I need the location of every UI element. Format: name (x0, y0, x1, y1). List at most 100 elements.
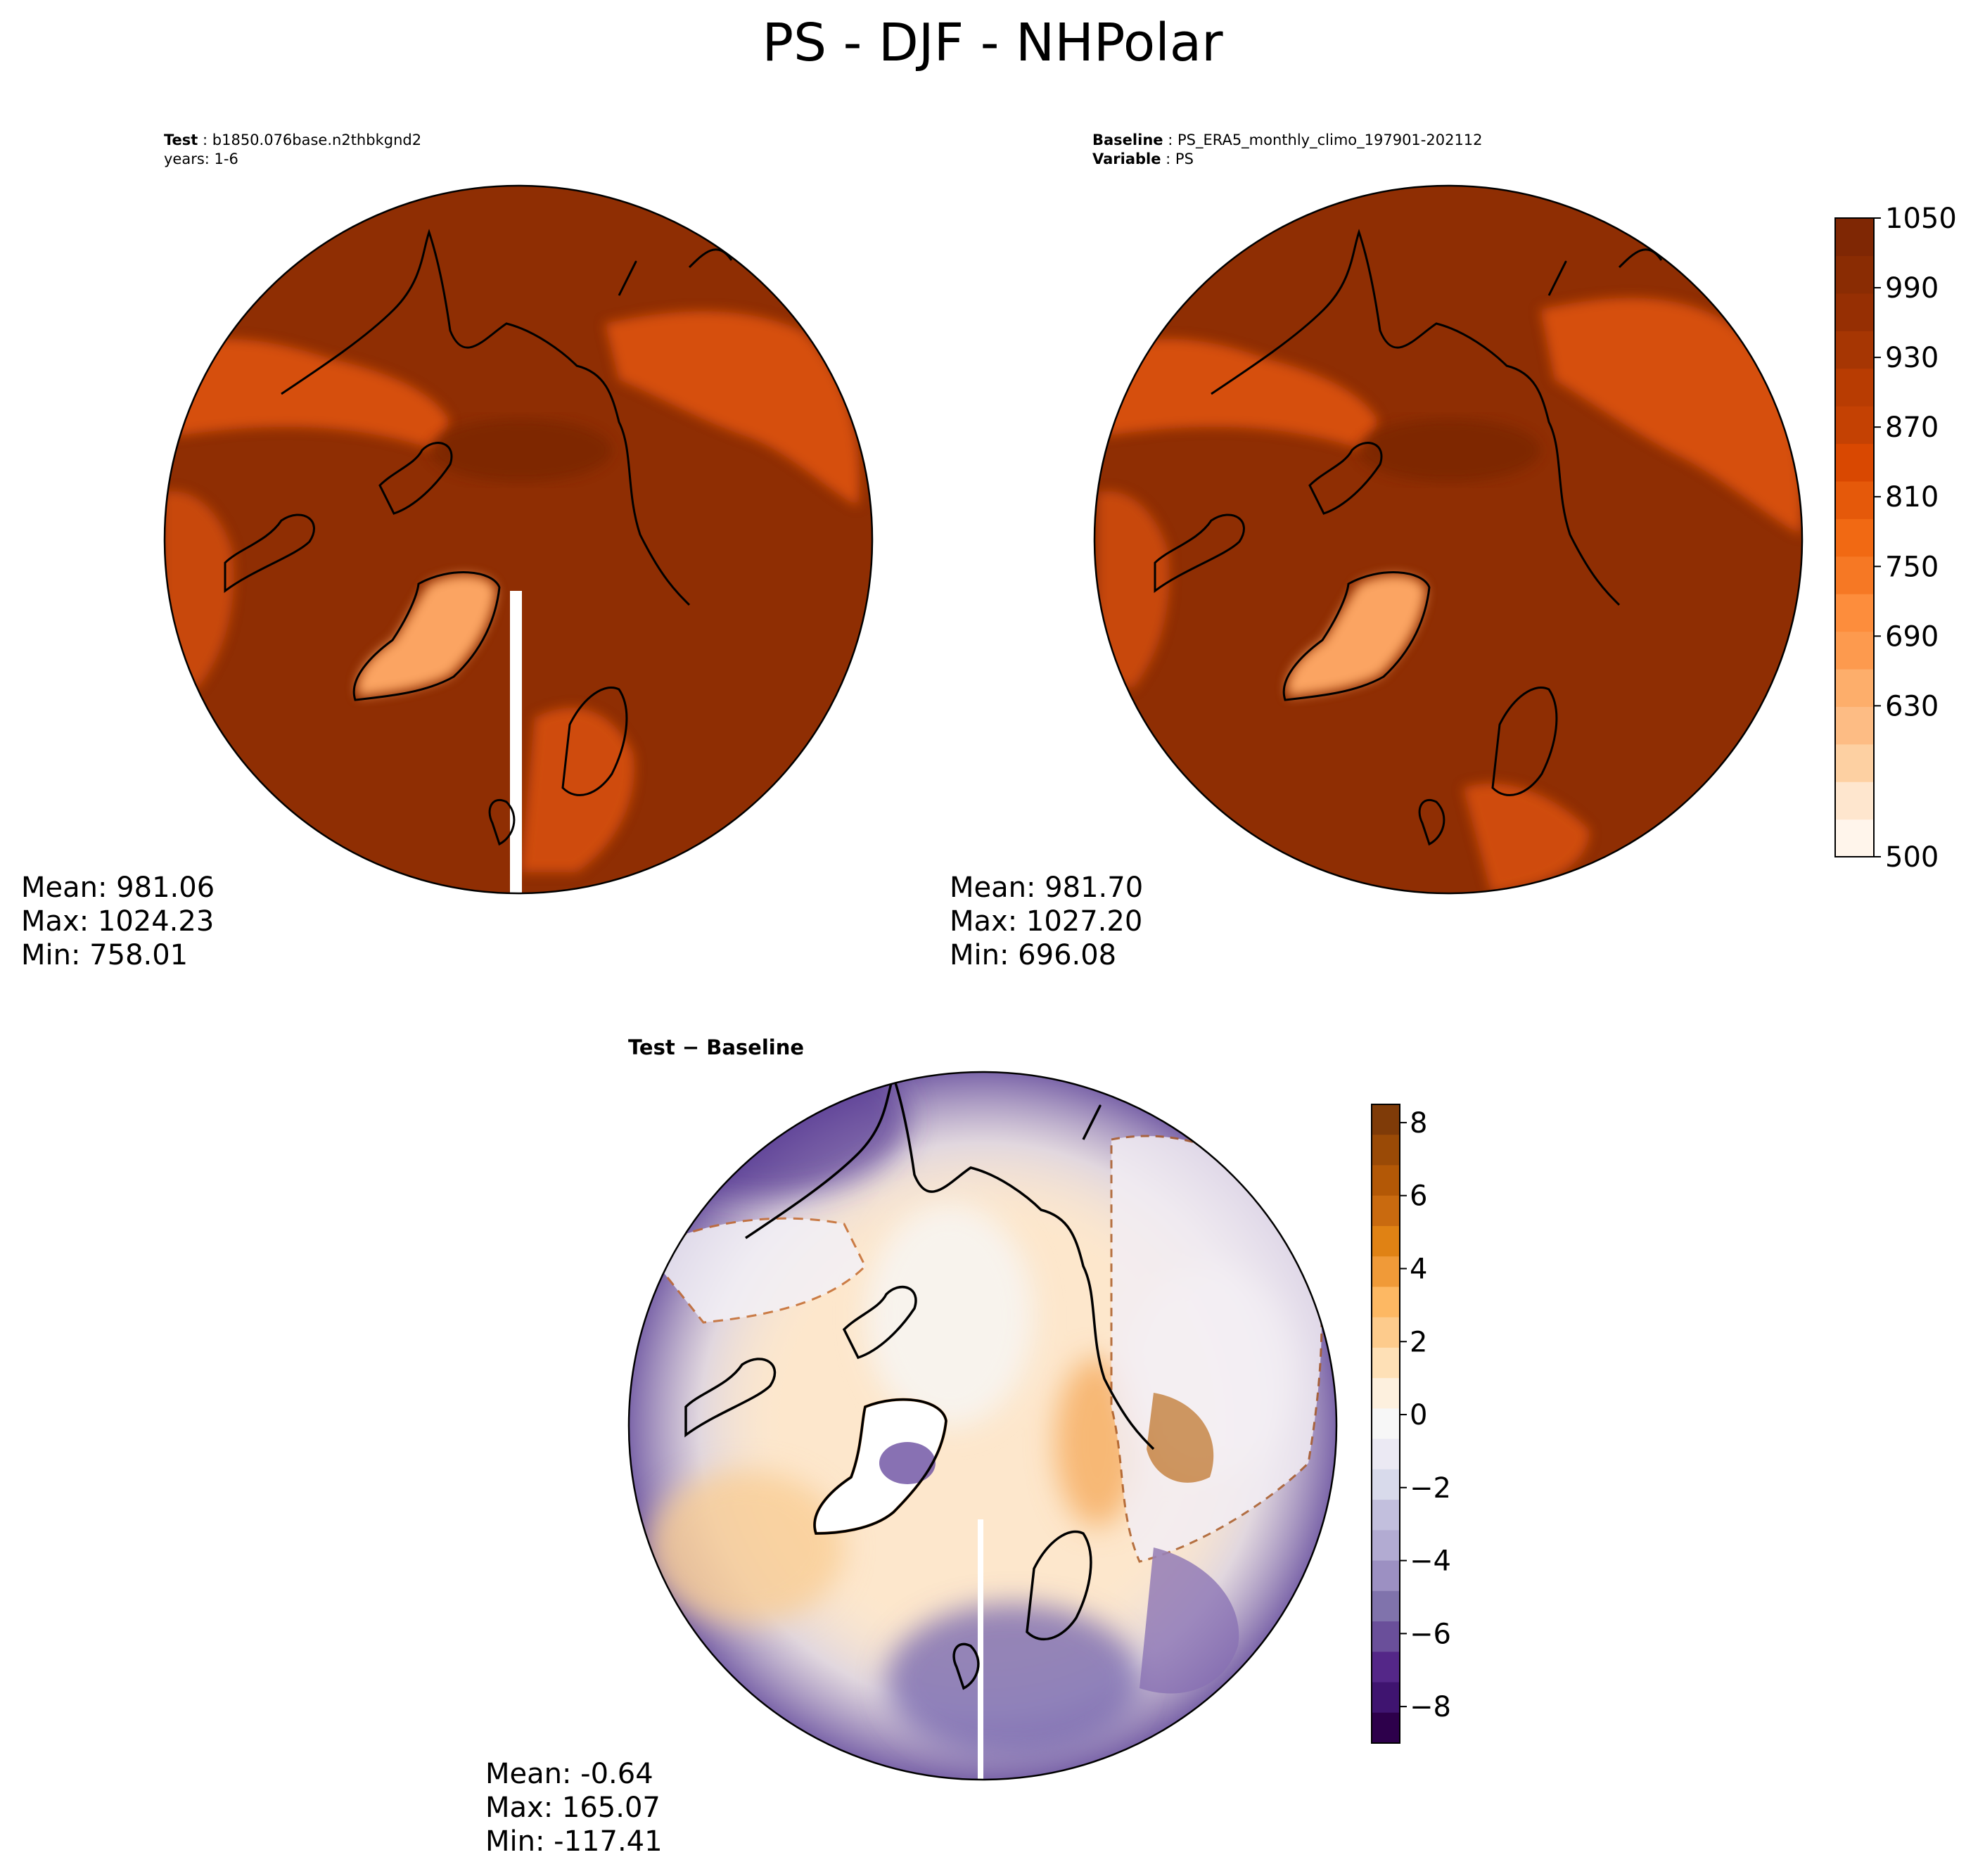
ps-colorbar-segment (1835, 368, 1874, 407)
test-stats: Mean: 981.06 Max: 1024.23 Min: 758.01 (21, 871, 215, 972)
diff-colorbar-tick-label: −6 (1410, 1618, 1451, 1650)
baseline-map-background (1094, 186, 1802, 893)
ps-colorbar-segment (1835, 706, 1874, 745)
diff-max: Max: 165.07 (485, 1792, 660, 1824)
diff-colorbar-segment (1372, 1195, 1400, 1227)
baseline-panel-header: Baseline : PS_ERA5_monthly_climo_197901-… (1092, 132, 1483, 167)
ps-colorbar-segment (1835, 819, 1874, 857)
ps-colorbar-tick-label: 1050 (1885, 203, 1957, 235)
baseline-min: Min: 696.08 (950, 939, 1117, 971)
ps-colorbar-segment (1835, 744, 1874, 782)
diff-map-seam (978, 1519, 983, 1780)
ps-colorbar-tick-label: 750 (1885, 551, 1939, 583)
test-map-land-fields (165, 311, 860, 872)
baseline-map-coastlines (1154, 229, 1663, 846)
variable-label-key: Variable (1092, 151, 1161, 167)
diff-min: Min: -117.41 (485, 1825, 663, 1858)
ps-colorbar-segment (1835, 556, 1874, 594)
baseline-map-land-fields (1097, 298, 1802, 893)
ps-colorbar-frame (1834, 217, 1875, 857)
baseline-label-key: Baseline (1092, 132, 1163, 148)
ps-colorbar-segment (1835, 293, 1874, 331)
diff-stats: Mean: -0.64 Max: 165.07 Min: -117.41 (485, 1757, 663, 1858)
diff-colorbar-segment (1372, 1378, 1400, 1409)
baseline-mean: Mean: 981.70 (950, 872, 1144, 904)
ps-colorbar-segment (1835, 518, 1874, 557)
variable-label-value: PS (1175, 151, 1194, 167)
ps-colorbar-tick-label: 500 (1885, 841, 1939, 874)
ps-colorbar-tick-label: 810 (1885, 481, 1939, 513)
ps-colorbar-segment (1835, 781, 1874, 820)
diff-colorbar-segment (1372, 1256, 1400, 1288)
diff-colorbar-segment (1372, 1408, 1400, 1440)
test-mean: Mean: 981.06 (21, 872, 215, 904)
test-years: years: 1-6 (164, 151, 238, 167)
diff-colorbar-segment (1372, 1287, 1400, 1318)
diff-colorbar-segment (1372, 1712, 1400, 1744)
ps-colorbar-segment (1835, 331, 1874, 369)
ps-colorbar-segment (1835, 668, 1874, 707)
baseline-label-value: PS_ERA5_monthly_climo_197901-202112 (1177, 132, 1483, 148)
diff-colorbar-tick-label: 0 (1410, 1399, 1427, 1431)
diff-colorbar-segment (1372, 1104, 1400, 1135)
ps-colorbar-tick-label: 690 (1885, 620, 1939, 653)
diff-title-baseline: Baseline (706, 1035, 805, 1059)
diff-colorbar-tick-label: −2 (1410, 1472, 1451, 1505)
baseline-map-greenland (1287, 575, 1426, 696)
diff-colorbar-tick-label: 6 (1410, 1180, 1427, 1213)
diff-colorbar-segment (1372, 1317, 1400, 1348)
test-label-key: Test (164, 132, 198, 148)
diff-map-noisy-land (645, 1135, 1323, 1694)
diff-colorbar-segment (1372, 1530, 1400, 1562)
baseline-map-polar-high (1358, 419, 1540, 482)
test-map (163, 184, 874, 895)
test-map-coastlines (224, 229, 733, 846)
baseline-stats: Mean: 981.70 Max: 1027.20 Min: 696.08 (950, 871, 1143, 972)
ps-colorbar-segment (1835, 218, 1874, 257)
ps-colorbar-tick-label: 990 (1885, 272, 1939, 305)
ps-colorbar-tick-label: 930 (1885, 342, 1939, 374)
ps-colorbar-tick-label: 870 (1885, 411, 1939, 444)
diff-colorbar-frame (1371, 1104, 1400, 1744)
baseline-max: Max: 1027.20 (950, 905, 1143, 938)
test-label-value: b1850.076base.n2thbkgnd2 (212, 132, 422, 148)
ps-colorbar-tick-label: 630 (1885, 690, 1939, 722)
diff-colorbar-segment (1372, 1590, 1400, 1622)
diff-colorbar-segment (1372, 1682, 1400, 1714)
baseline-map-frame (1093, 184, 1804, 895)
diff-colorbar: 8 6 4 2 0 −2 −4 −6 −8 (1371, 1104, 1451, 1744)
diff-mean: Mean: -0.64 (485, 1758, 653, 1790)
test-panel-header: Test : b1850.076base.n2thbkgnd2 years: 1… (164, 132, 422, 167)
diff-colorbar-segment (1372, 1347, 1400, 1379)
diff-colorbar-tick-label: −4 (1410, 1545, 1451, 1578)
diff-map-greenland-anomaly (879, 1442, 936, 1484)
test-max: Max: 1024.23 (21, 905, 215, 938)
baseline-map (1093, 184, 1804, 895)
diff-colorbar-tick-label: 4 (1410, 1253, 1427, 1285)
diff-colorbar-segment (1372, 1621, 1400, 1652)
diff-colorbar-segment (1372, 1500, 1400, 1531)
ps-colorbar: 1050 990 930 870 810 750 690 630 500 (1834, 203, 1957, 874)
ps-colorbar-segment (1835, 480, 1874, 519)
ps-colorbar-segment (1835, 406, 1874, 445)
test-map-seam (510, 591, 522, 893)
ps-colorbar-segment (1835, 631, 1874, 670)
diff-title-sep: − (675, 1035, 707, 1059)
diff-panel-header: Test − Baseline (628, 1035, 804, 1059)
diff-colorbar-segment (1372, 1560, 1400, 1592)
diff-colorbar-tick-label: 2 (1410, 1326, 1427, 1358)
ps-colorbar-segment (1835, 594, 1874, 632)
test-map-frame (163, 184, 874, 895)
diff-colorbar-segment (1372, 1135, 1400, 1166)
test-map-polar-high (429, 419, 612, 482)
ps-colorbar-segment (1835, 255, 1874, 294)
diff-title-test: Test (628, 1035, 675, 1059)
diff-colorbar-segment (1372, 1165, 1400, 1197)
diff-colorbar-tick-label: 8 (1410, 1107, 1427, 1140)
diff-map-frame (627, 1071, 1338, 1781)
diff-colorbar-segment (1372, 1225, 1400, 1257)
test-min: Min: 758.01 (21, 939, 189, 971)
diff-colorbar-segment (1372, 1469, 1400, 1500)
test-map-greenland (357, 575, 496, 696)
